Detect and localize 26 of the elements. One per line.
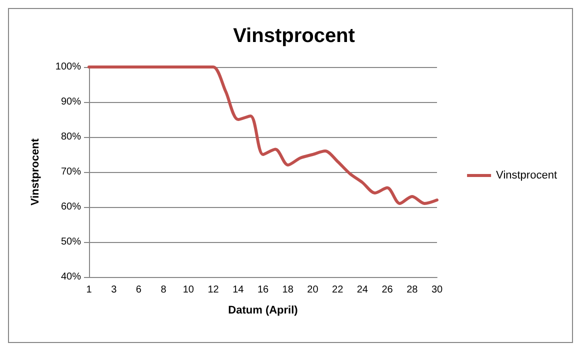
chart-title: Vinstprocent bbox=[233, 25, 356, 47]
x-tick-label: 28 bbox=[406, 284, 418, 296]
x-tick-label: 8 bbox=[160, 284, 167, 296]
y-axis-title: Vinstprocent bbox=[30, 138, 42, 206]
x-tick-label: 24 bbox=[356, 284, 368, 296]
legend-label: Vinstprocent bbox=[496, 170, 558, 182]
y-tick-label: 50% bbox=[60, 236, 82, 248]
x-axis-title: Datum (April) bbox=[228, 304, 298, 316]
y-tick-label: 100% bbox=[55, 62, 82, 72]
x-tick-label: 20 bbox=[307, 284, 319, 296]
x-tick-label: 3 bbox=[111, 284, 118, 296]
y-tick-label: 90% bbox=[60, 96, 82, 108]
x-tick-label: 26 bbox=[382, 284, 394, 296]
y-tick-label: 40% bbox=[60, 272, 82, 282]
x-tick-label: 12 bbox=[208, 284, 220, 296]
y-tick-label: 80% bbox=[60, 132, 82, 142]
x-tick-label: 18 bbox=[282, 284, 294, 296]
x-tick-label: 1 bbox=[86, 284, 92, 296]
x-tick-label: 16 bbox=[257, 284, 269, 296]
y-tick-label: 60% bbox=[60, 202, 82, 212]
y-tick-label: 70% bbox=[60, 166, 82, 178]
x-tick-label: 10 bbox=[182, 284, 194, 296]
x-tick-label: 30 bbox=[431, 284, 443, 296]
x-tick-label: 6 bbox=[136, 284, 142, 296]
x-tick-label: 22 bbox=[332, 284, 344, 296]
x-tick-label: 14 bbox=[232, 284, 244, 296]
